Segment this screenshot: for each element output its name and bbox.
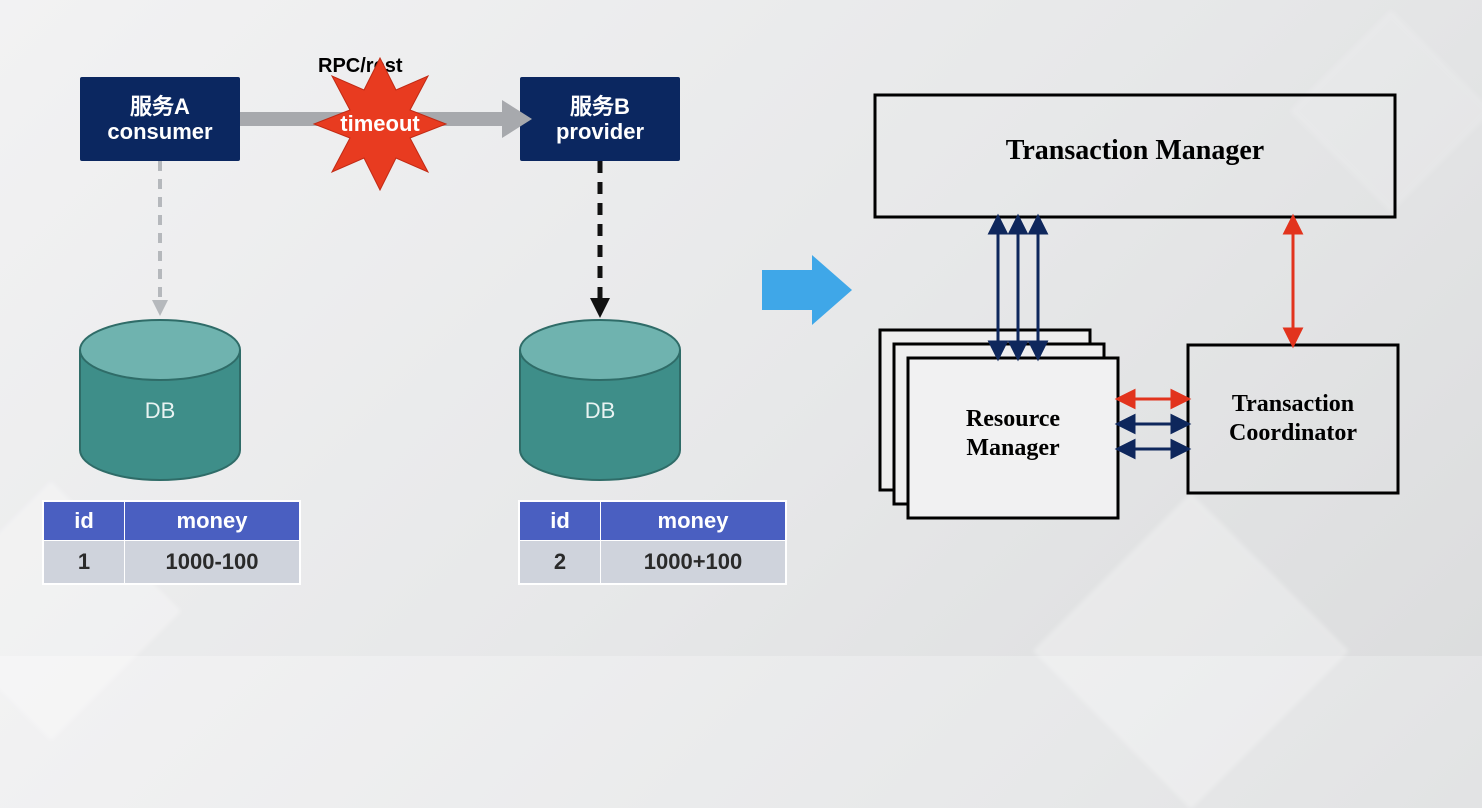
tm-label: Transaction Manager	[875, 135, 1395, 167]
table-a: id money 1 1000-100	[42, 500, 301, 585]
big-blue-arrow	[762, 255, 852, 325]
table-a-col-money: money	[125, 502, 299, 540]
service-b-line2: provider	[556, 119, 644, 144]
tc-label-1: Transaction	[1232, 391, 1354, 417]
db-b-cylinder: DB	[520, 320, 680, 480]
table-a-col-id: id	[44, 502, 124, 540]
rm-label-2: Manager	[966, 435, 1059, 461]
timeout-label-wrap: timeout	[314, 58, 446, 190]
service-b-box: 服务B provider	[520, 77, 680, 161]
tc-label: Transaction Coordinator	[1188, 390, 1398, 448]
db-b-label: DB	[585, 398, 616, 423]
table-b-col-money: money	[601, 502, 785, 540]
db-a-cylinder: DB	[80, 320, 240, 480]
bg-shape	[1034, 494, 1348, 808]
tm-tc-arrow	[1285, 217, 1301, 345]
service-a-line2: consumer	[107, 119, 212, 144]
db-a-label: DB	[145, 398, 176, 423]
dash-b-to-db	[590, 161, 610, 318]
table-a-cell-money: 1000-100	[125, 541, 299, 583]
bg-shape	[1291, 11, 1482, 212]
table-a-cell-id: 1	[44, 541, 124, 583]
dash-a-to-db	[152, 161, 168, 316]
service-b-line1: 服务B	[570, 94, 630, 119]
table-row: 2 1000+100	[520, 541, 785, 583]
service-a-box: 服务A consumer	[80, 77, 240, 161]
table-b-cell-money: 1000+100	[601, 541, 785, 583]
table-b-cell-id: 2	[520, 541, 600, 583]
rm-tc-arrows	[1118, 391, 1188, 457]
rm-label-1: Resource	[966, 406, 1060, 432]
timeout-label: timeout	[340, 111, 419, 137]
table-b-col-id: id	[520, 502, 600, 540]
table-row: 1 1000-100	[44, 541, 299, 583]
rm-label: Resource Manager	[908, 405, 1118, 463]
service-a-line1: 服务A	[130, 94, 190, 119]
tm-rm-arrows	[990, 217, 1046, 358]
tc-label-2: Coordinator	[1229, 420, 1357, 446]
table-b: id money 2 1000+100	[518, 500, 787, 585]
